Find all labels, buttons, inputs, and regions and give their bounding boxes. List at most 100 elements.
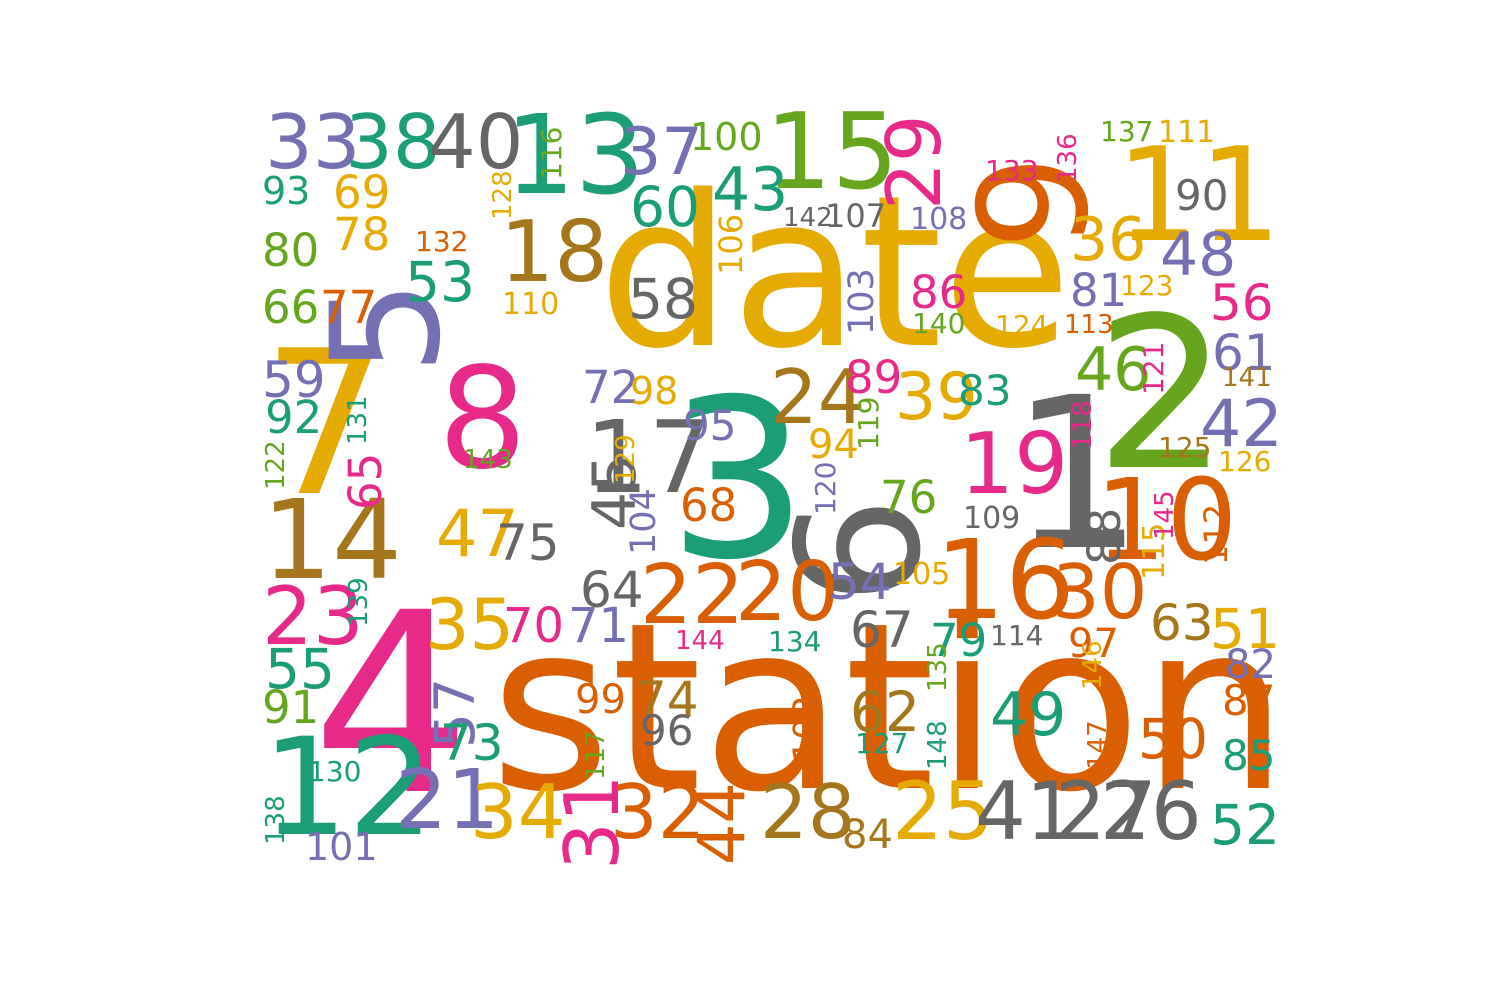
cloud-word: 118: [1068, 400, 1098, 450]
cloud-word: 146: [1078, 640, 1108, 690]
cloud-word: 107: [825, 197, 887, 235]
cloud-word: 62: [850, 680, 920, 744]
cloud-word: 22: [640, 548, 745, 643]
cloud-word: 14: [262, 476, 402, 604]
cloud-word: 119: [852, 396, 885, 450]
cloud-word: 144: [675, 626, 725, 656]
cloud-word: 20: [735, 545, 840, 640]
cloud-word: 116: [535, 126, 568, 180]
cloud-word: 34: [470, 768, 566, 856]
cloud-word: 76: [880, 471, 938, 524]
cloud-word: 21: [395, 753, 500, 848]
cloud-word: 134: [768, 625, 822, 658]
cloud-word: 133: [985, 154, 1039, 187]
cloud-word: 92: [265, 391, 323, 444]
cloud-word: 103: [842, 268, 882, 335]
cloud-word: 83: [958, 366, 1012, 415]
cloud-word: 16: [935, 516, 1075, 644]
cloud-word: 46: [1075, 335, 1152, 405]
cloud-word: 84: [842, 812, 893, 858]
cloud-word: 44: [685, 782, 760, 865]
cloud-word: 59: [262, 351, 326, 409]
cloud-word: date: [598, 150, 1072, 395]
cloud-word: 122: [261, 440, 291, 490]
cloud-word: 18: [500, 203, 609, 302]
cloud-word: 33: [265, 98, 361, 186]
cloud-word: 132: [415, 225, 469, 258]
cloud-word: 53: [405, 250, 475, 314]
cloud-word: 29: [870, 114, 958, 210]
cloud-word: 140: [912, 307, 966, 340]
cloud-word: 63: [1150, 594, 1214, 652]
cloud-word: 97: [1068, 621, 1119, 667]
cloud-word: 36: [1070, 205, 1147, 275]
cloud-word: 105: [893, 557, 951, 592]
cloud-word: 26: [1100, 765, 1202, 858]
cloud-word: 91: [262, 681, 320, 734]
cloud-word: 64: [580, 561, 644, 619]
cloud-word: 79: [930, 614, 988, 667]
cloud-word: 145: [1150, 490, 1180, 540]
cloud-word: 52: [1210, 793, 1280, 857]
cloud-word: 27: [1055, 765, 1157, 858]
cloud-word: 100: [690, 115, 763, 159]
cloud-word: 17: [585, 399, 713, 516]
cloud-word: 2: [1095, 272, 1229, 517]
cloud-word: 117: [581, 730, 611, 780]
cloud-word: 90: [1175, 171, 1229, 220]
cloud-word: 142: [783, 203, 833, 233]
cloud-word: 89: [845, 351, 903, 404]
cloud-word: 95: [683, 401, 737, 450]
cloud-word: 74: [635, 671, 699, 729]
cloud-word: 114: [990, 619, 1044, 652]
cloud-word: 66: [262, 281, 320, 334]
cloud-word: 56: [1210, 274, 1274, 332]
cloud-word: 112: [1197, 503, 1235, 565]
cloud-word: 12: [262, 709, 434, 866]
cloud-word: 135: [923, 642, 953, 692]
cloud-word: 77: [320, 281, 378, 334]
cloud-word: 141: [1222, 363, 1272, 393]
cloud-word: 128: [488, 170, 518, 220]
cloud-word: 30: [1052, 548, 1148, 636]
cloud-word: 96: [640, 706, 694, 755]
cloud-word: 98: [630, 369, 679, 413]
cloud-word: 125: [1158, 431, 1212, 464]
cloud-word: 69: [333, 166, 391, 219]
cloud-word: 71: [568, 598, 630, 654]
cloud-word: 67: [850, 601, 914, 659]
cloud-word: 139: [344, 577, 374, 627]
cloud-word: 7: [262, 308, 390, 541]
cloud-word: 32: [610, 768, 706, 856]
cloud-word: 58: [628, 267, 698, 331]
cloud-word: 11: [1116, 119, 1282, 271]
cloud-word: 28: [760, 768, 856, 856]
cloud-word: 88: [1078, 507, 1131, 565]
cloud-word: 19: [960, 415, 1069, 514]
cloud-word: 54: [828, 553, 892, 611]
cloud-word: 93: [262, 169, 311, 213]
cloud-word: 38: [345, 98, 441, 186]
cloud-word: 81: [1070, 264, 1128, 317]
cloud-word: 55: [265, 637, 335, 701]
cloud-word: 94: [808, 422, 859, 468]
cloud-word: 78: [333, 208, 391, 261]
cloud-word: 65: [339, 452, 392, 510]
cloud-word: 120: [809, 461, 842, 515]
cloud-word: 123: [1120, 269, 1174, 302]
cloud-word: 148: [923, 720, 953, 770]
cloud-word: 50: [1138, 707, 1208, 771]
cloud-word: station: [490, 573, 1289, 843]
cloud-word: 106: [712, 213, 750, 275]
cloud-word: 130: [308, 755, 362, 788]
cloud-word: 113: [1064, 310, 1114, 340]
cloud-word: 82: [1225, 642, 1276, 688]
cloud-word: 147: [1083, 720, 1113, 770]
cloud-word: 13: [505, 91, 645, 219]
cloud-word: 143: [463, 445, 513, 475]
cloud-word: 39: [895, 360, 978, 435]
cloud-word: 99: [575, 677, 626, 723]
cloud-word: 73: [440, 714, 504, 772]
cloud-word: 3: [668, 352, 808, 608]
